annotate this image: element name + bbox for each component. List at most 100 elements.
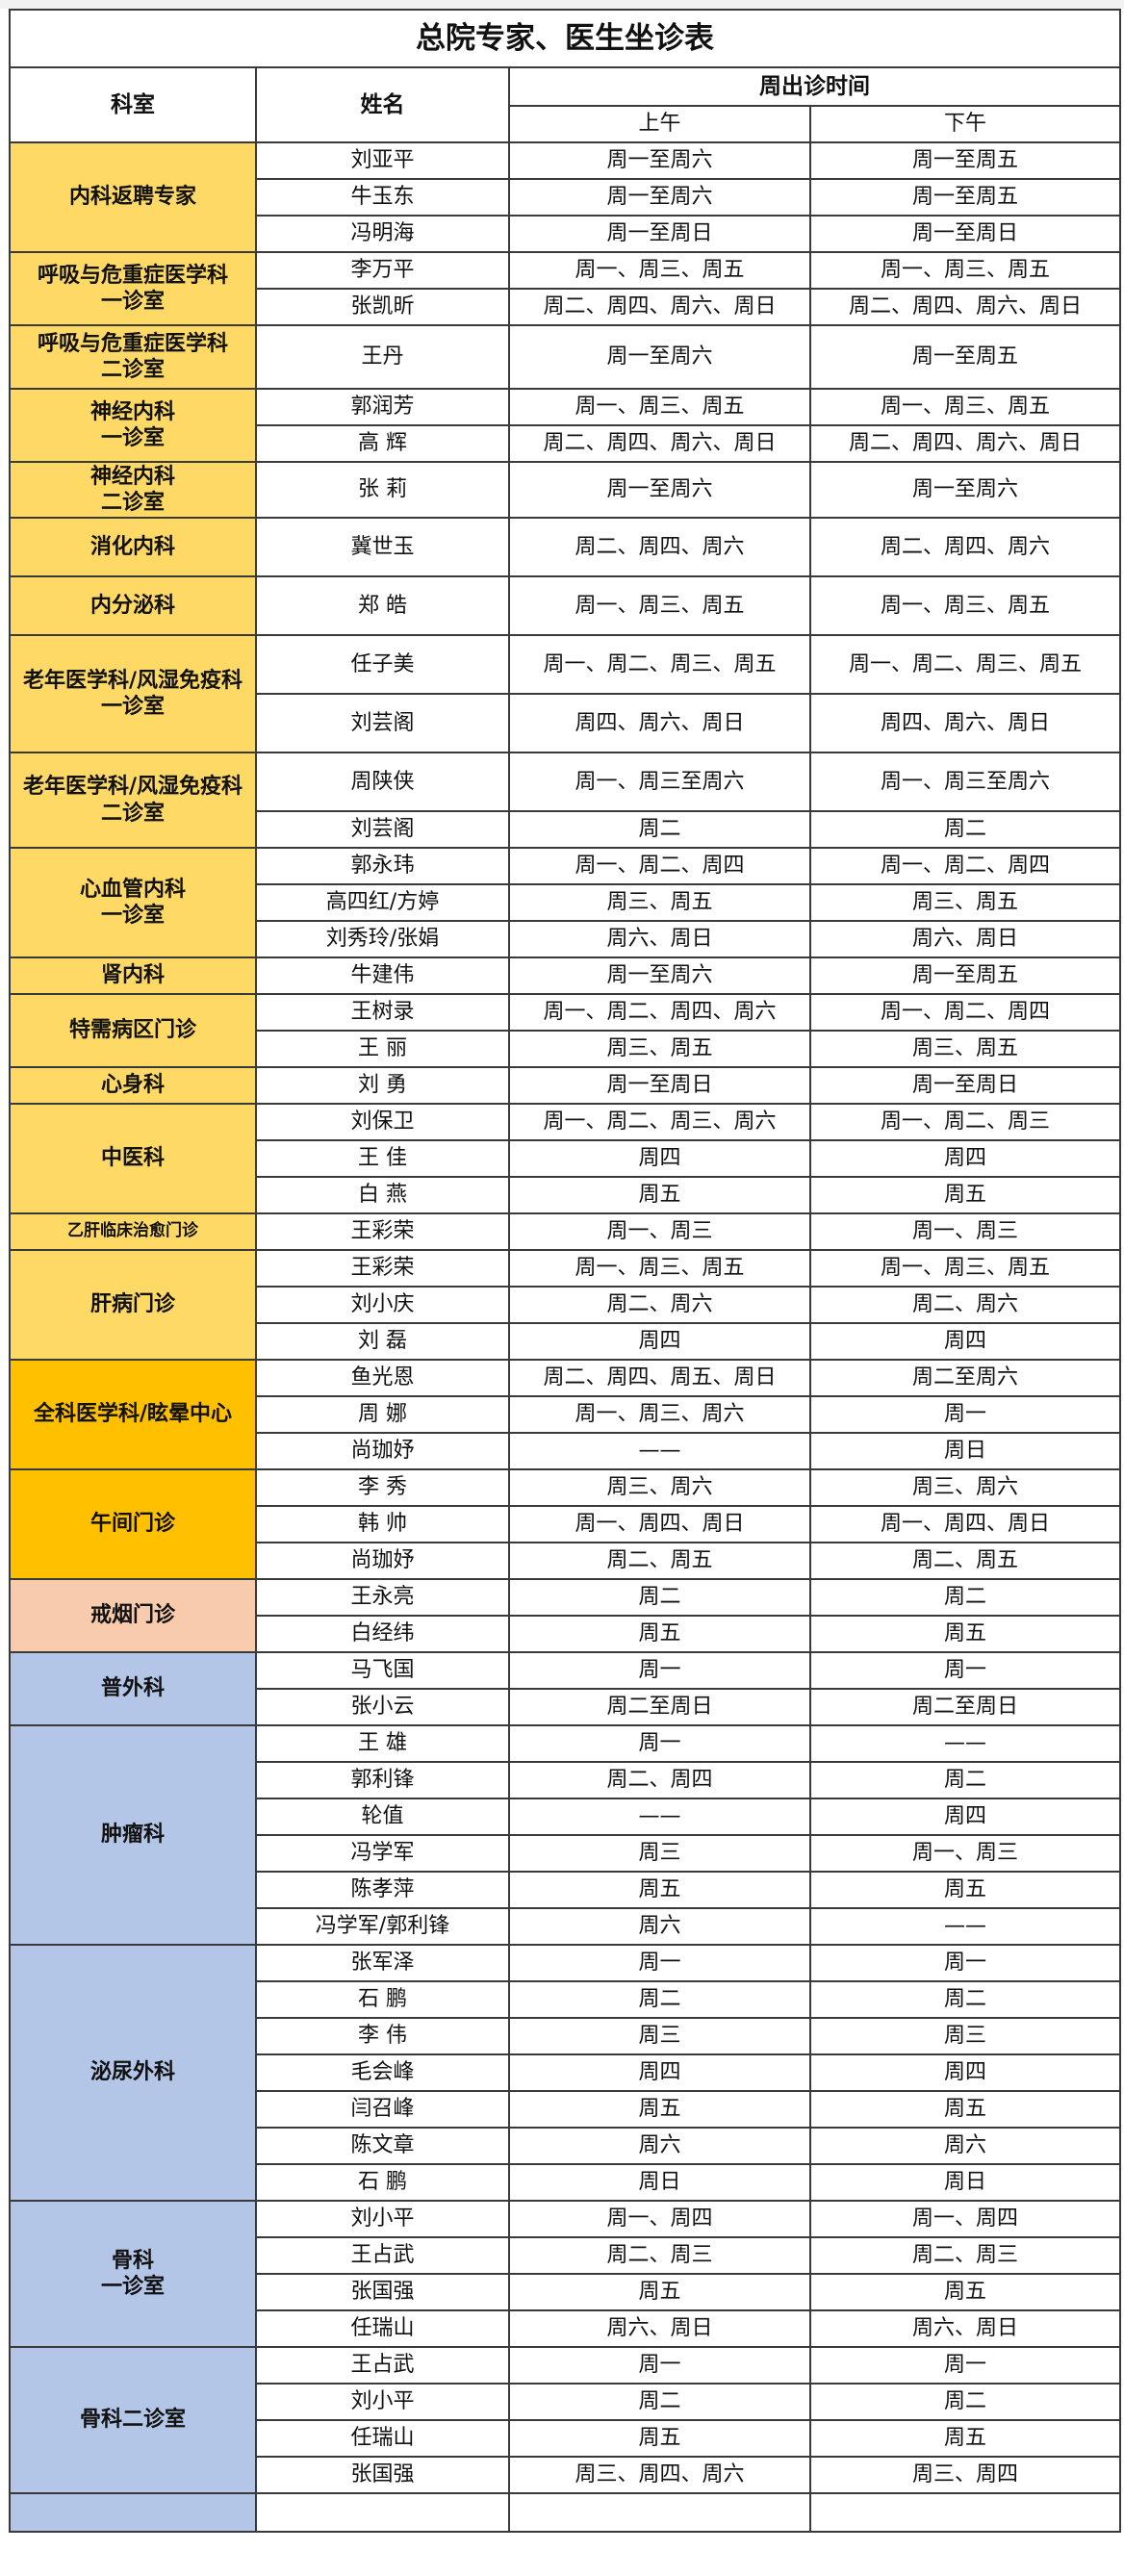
doctor-name-cell: 白经纬 (255, 1615, 510, 1653)
pm-schedule-cell: 周四、周六、周日 (809, 693, 1121, 753)
am-schedule-cell: 周三 (508, 1834, 811, 1873)
am-schedule-cell: 周一、周二、周三、周六 (508, 1103, 811, 1141)
am-schedule-cell: 周一 (508, 1651, 811, 1690)
doctor-name-cell: 郭利锋 (255, 1761, 510, 1799)
am-schedule-cell: 周三、周五 (508, 883, 811, 922)
table-row: 王占武 周二、周三 周二、周三 (10, 2236, 1121, 2275)
table-row: 陈孝萍 周五 周五 (10, 1871, 1121, 1909)
pm-schedule-cell: 周六、周日 (809, 920, 1121, 958)
doctor-name-cell: 刘亚平 (255, 141, 510, 180)
am-schedule-cell: 周一至周日 (508, 215, 811, 253)
table-row: 高四红/方婷 周三、周五 周三、周五 (10, 883, 1121, 922)
doctor-name-cell: 冯学军 (255, 1834, 510, 1873)
am-schedule-cell: 周一 (508, 1944, 811, 1982)
am-schedule-cell: 周一至周六 (508, 178, 811, 217)
doctor-name-cell: 李万平 (255, 251, 510, 290)
am-schedule-cell: 周一、周二、周四 (508, 847, 811, 885)
am-schedule-cell: 周二、周五 (508, 1542, 811, 1580)
table-row: 尚珈妤 周二、周五 周二、周五 (10, 1542, 1121, 1580)
pm-schedule-cell: 周一、周二、周四 (809, 847, 1121, 885)
doctor-name-cell: 刘芸阁 (255, 693, 510, 753)
pm-schedule-cell: 周一至周五 (809, 141, 1121, 180)
am-schedule-cell: 周一 (508, 1724, 811, 1763)
pm-schedule-cell: 周五 (809, 2273, 1121, 2311)
am-schedule-cell: 周二、周四、周五、周日 (508, 1359, 811, 1397)
am-schedule-cell: 周一、周四、周日 (508, 1505, 811, 1543)
doctor-name-cell: 石 鹏 (255, 2163, 510, 2202)
empty-cell (9, 2492, 257, 2533)
pm-schedule-cell: 周一、周三、周五 (809, 575, 1121, 636)
doctor-name-cell: 王占武 (255, 2346, 510, 2385)
pm-schedule-cell: 周三、周四 (809, 2456, 1121, 2494)
pm-schedule-cell: 周二、周六 (809, 1286, 1121, 1324)
pm-schedule-cell: 周三 (809, 2017, 1121, 2055)
am-schedule-cell: 周五 (508, 2273, 811, 2311)
doctor-name-cell: 张 莉 (255, 461, 510, 519)
table-row: 刘芸阁 周四、周六、周日 周四、周六、周日 (10, 693, 1121, 753)
am-schedule-cell: 周一、周三至周六 (508, 752, 811, 812)
table-row: 心身科刘 勇周一至周日 周一至周日 (9, 1066, 1121, 1105)
table-row: 中医科 刘保卫 周一、周二、周三、周六 周一、周二、周三 (9, 1103, 1121, 1214)
department-cell: 中医科 (9, 1103, 257, 1214)
doctor-name-cell: 郑 皓 (255, 575, 510, 636)
am-schedule-cell: 周一、周三、周五 (508, 251, 811, 290)
table-row: 尚珈妤 —— 周日 (10, 1432, 1121, 1470)
pm-schedule-cell: 周一、周三、周五 (809, 1249, 1121, 1288)
am-schedule-cell: 周二 (508, 1578, 811, 1617)
doctor-name-cell: 刘 勇 (255, 1066, 510, 1105)
am-schedule-cell: —— (508, 1798, 811, 1836)
am-schedule-cell: 周一、周三、周五 (508, 1249, 811, 1288)
page-top-strip (0, 0, 1124, 9)
pm-schedule-cell: 周二、周五 (809, 1542, 1121, 1580)
am-schedule-cell: 周四 (508, 2053, 811, 2092)
am-schedule-cell: 周五 (508, 1615, 811, 1653)
table-row: 张小云 周二至周日 周二至周日 (10, 1688, 1121, 1726)
empty-cell (508, 2492, 811, 2533)
pm-schedule-cell: 周二 (809, 1980, 1121, 2019)
am-schedule-cell: 周一至周六 (508, 956, 811, 995)
pm-schedule-cell: 周日 (809, 2163, 1121, 2202)
am-schedule-cell: 周日 (508, 2163, 811, 2202)
pm-schedule-cell: 周一至周五 (809, 956, 1121, 995)
table-row: 白 燕周五 周五 (10, 1176, 1121, 1214)
am-schedule-cell: 周二 (508, 1980, 811, 2019)
table-row: 戒烟门诊 王永亮 周二 周二 (9, 1578, 1121, 1653)
department-cell: 乙肝临床治愈门诊 (9, 1212, 257, 1251)
am-schedule-cell: 周二 (508, 2383, 811, 2421)
table-row-partial (9, 2492, 1121, 2533)
table-row: 张国强 周五 周五 (10, 2273, 1121, 2311)
table-row: 王 佳周四 周四 (10, 1139, 1121, 1178)
table-row: 韩 帅周一、周四、周日 周一、周四、周日 (10, 1505, 1121, 1543)
pm-schedule-cell: 周一、周三 (809, 1212, 1121, 1251)
doctor-name-cell: 张小云 (255, 1688, 510, 1726)
am-schedule-cell: 周五 (508, 1871, 811, 1909)
pm-schedule-cell: 周二、周四、周六、周日 (809, 288, 1121, 326)
am-schedule-cell: 周一、周四 (508, 2200, 811, 2238)
doctor-name-cell: 闫召峰 (255, 2090, 510, 2129)
doctor-name-cell: 轮值 (255, 1798, 510, 1836)
table-row: 任瑞山 周五 周五 (10, 2419, 1121, 2458)
am-schedule-cell: 周一至周六 (508, 461, 811, 519)
table-row: 肝病门诊 王彩荣 周一、周三、周五 周一、周三、周五 (9, 1249, 1121, 1361)
am-schedule-cell: 周一、周二、周四、周六 (508, 993, 811, 1032)
doctor-name-cell: 张军泽 (255, 1944, 510, 1982)
department-cell: 老年医学科/风湿免疫科 二诊室 (9, 752, 257, 849)
pm-schedule-cell: 周四 (809, 1139, 1121, 1178)
doctor-name-cell: 高 辉 (255, 424, 510, 463)
pm-schedule-cell: 周二、周四、周六 (809, 517, 1121, 577)
department-cell: 肿瘤科 (9, 1724, 257, 1946)
table-row: 郭利锋 周二、周四 周二 (10, 1761, 1121, 1799)
am-schedule-cell: 周五 (508, 2090, 811, 2129)
table-row: 冯学军 周三 周一、周三 (10, 1834, 1121, 1873)
pm-schedule-cell: 周二至周六 (809, 1359, 1121, 1397)
table-row: 石 鹏周二 周二 (10, 1980, 1121, 2019)
am-schedule-cell: 周一、周三、周五 (508, 575, 811, 636)
am-schedule-cell: 周六、周日 (508, 920, 811, 958)
doctor-name-cell: 韩 帅 (255, 1505, 510, 1543)
am-schedule-cell: 周一、周三、周六 (508, 1395, 811, 1434)
table-row: 肾内科 牛建伟 周一至周六 周一至周五 (9, 956, 1121, 995)
doctor-name-cell: 张国强 (255, 2456, 510, 2494)
table-row: 特需病区门诊 王树录 周一、周二、周四、周六 周一、周二、周四 (9, 993, 1121, 1068)
doctor-name-cell: 任瑞山 (255, 2309, 510, 2348)
pm-schedule-cell: 周一至周五 (809, 178, 1121, 217)
